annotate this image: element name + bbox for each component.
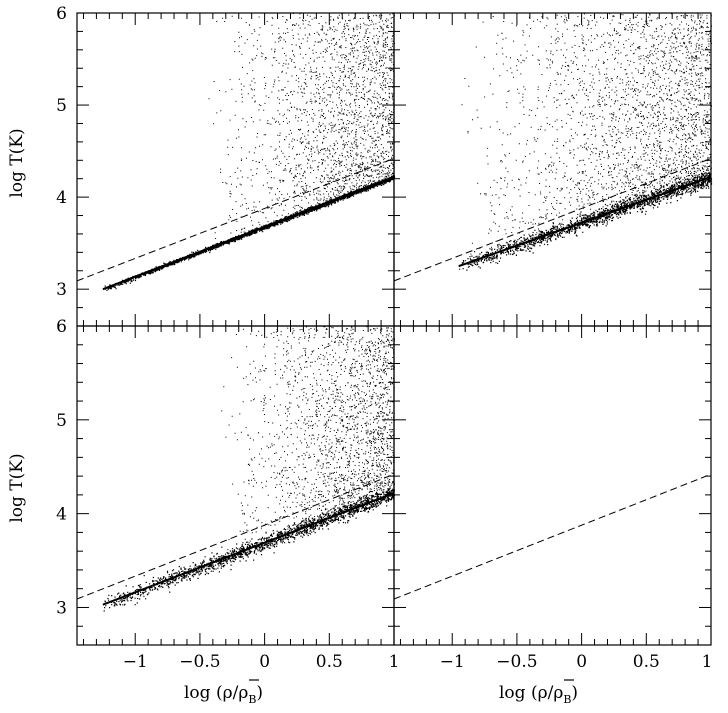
- particle-cloud: [104, 13, 396, 291]
- particle-points: [104, 13, 396, 291]
- y-tick-label: 4: [56, 188, 67, 208]
- panel-bottom-left: 3 4 5 6 −1 −0.5 0 0.5 1: [56, 317, 399, 672]
- y-tick-label: 6: [56, 317, 67, 337]
- axis-ticks: [77, 12, 395, 327]
- x-tick-label: 0.5: [633, 652, 660, 672]
- x-tick-label: −1: [440, 652, 465, 672]
- y-axis-title-top: log T(K): [7, 128, 27, 197]
- panel-top-right: [393, 12, 713, 327]
- x-tick-label: 1: [702, 652, 713, 672]
- y-tick-label: 4: [56, 505, 67, 525]
- x-tick-label: −0.5: [179, 652, 220, 672]
- dashed-reference-line: [76, 157, 395, 282]
- dashed-reference-line: [393, 473, 712, 600]
- equation-of-state-line: [458, 175, 712, 268]
- panel-frame: [393, 12, 712, 327]
- axis-ticks: [394, 12, 712, 327]
- y-tick-label: 3: [56, 280, 67, 300]
- x-tick-label: 1: [389, 652, 400, 672]
- panel-bottom-right: −1 −0.5 0 0.5 1: [393, 325, 713, 672]
- dashed-reference-line: [76, 473, 395, 600]
- particle-points: [103, 326, 395, 612]
- equation-of-state-line: [102, 492, 395, 606]
- x-tick-label: −1: [123, 652, 148, 672]
- y-tick-label: 3: [56, 598, 67, 618]
- x-tick-label: 0: [259, 652, 270, 672]
- svg-text:log (ρ/ρB): log (ρ/ρB): [499, 683, 578, 706]
- dashed-reference-line: [393, 157, 712, 282]
- equation-of-state-line: [102, 175, 395, 291]
- y-axis-title-bottom: log T(K): [7, 453, 27, 522]
- svg-text:log (ρ/ρB): log (ρ/ρB): [184, 683, 263, 706]
- x-tick-label: −0.5: [496, 652, 537, 672]
- x-axis-title-left: log (ρ/ρB): [184, 679, 263, 706]
- axis-ticks: [394, 325, 712, 646]
- panel-frame: [393, 325, 712, 646]
- particle-cloud: [103, 326, 395, 612]
- particle-cloud: [459, 13, 713, 271]
- x-tick-label: 0.5: [316, 652, 343, 672]
- panel-top-left: 3 4 5 6: [56, 4, 396, 327]
- y-tick-label: 6: [56, 4, 67, 24]
- x-axis-title-right: log (ρ/ρB): [499, 679, 578, 706]
- panels-group: 3 4 5 6 3 4 5 6 −1 −0.5 0 0.5 1 −1 −0.5 0 0.5 1: [56, 4, 712, 672]
- particle-points: [459, 13, 713, 271]
- y-tick-label: 5: [56, 96, 67, 116]
- y-tick-label: 5: [56, 411, 67, 431]
- x-tick-label: 0: [576, 652, 587, 672]
